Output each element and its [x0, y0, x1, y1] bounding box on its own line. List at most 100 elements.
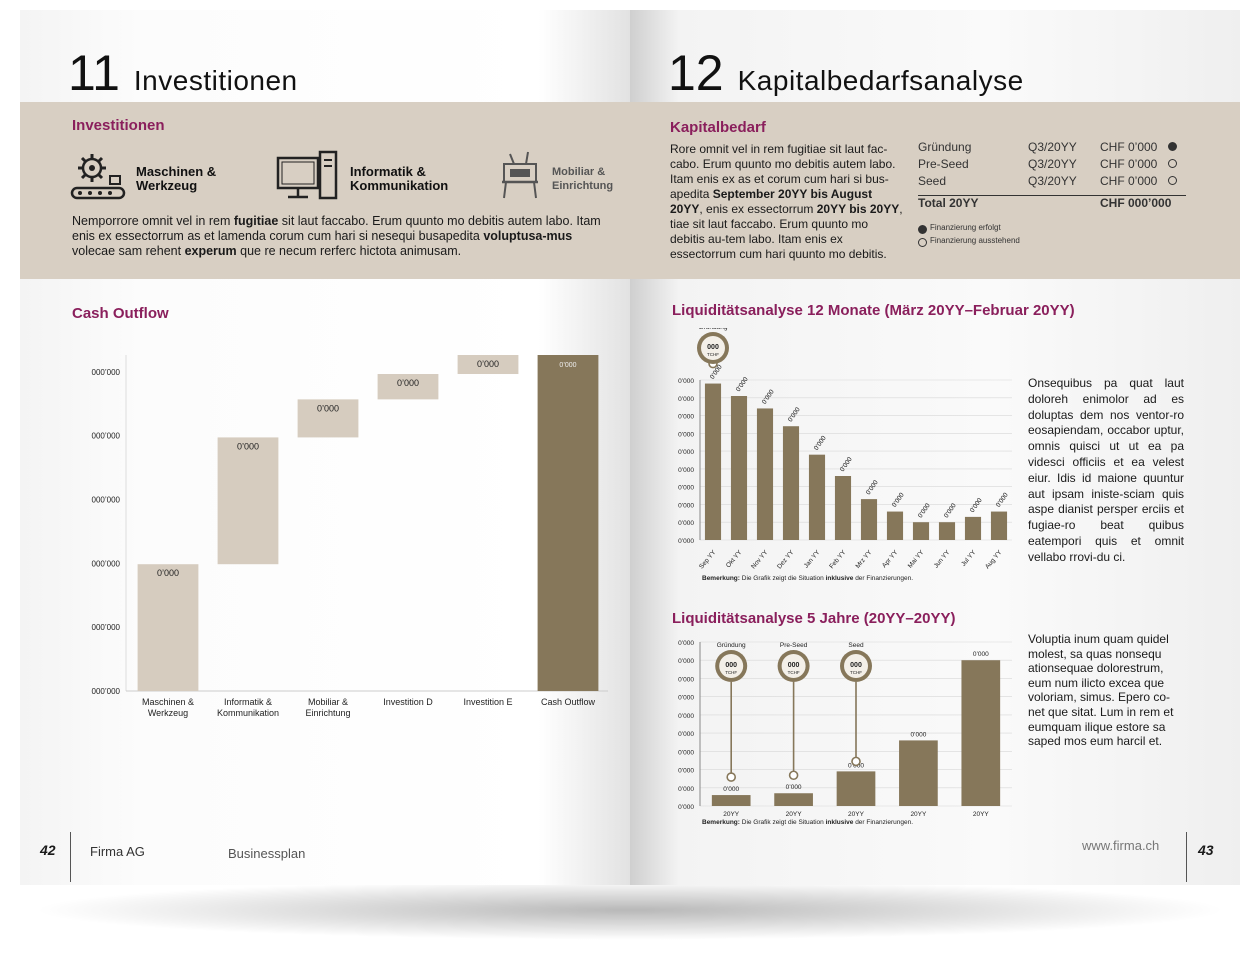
y-tick-label: 0’000: [678, 467, 694, 474]
data-label: 0’000: [723, 786, 739, 793]
table-total-row: Total 20YY CHF 000’000: [918, 195, 1186, 215]
text-run: , enis ex essectorrum: [699, 202, 817, 216]
icon-item-furniture: Mobiliar & Einrichtung: [498, 150, 613, 207]
y-tick-label: 0’000: [678, 485, 694, 492]
table-row: Seed Q3/20YY CHF 0’000: [918, 174, 1186, 191]
x-tick-label: Dez YY: [776, 549, 796, 571]
pin-unit: TCHF: [707, 352, 719, 357]
data-label: 0’000: [891, 491, 906, 508]
empty-circle-icon: [1168, 159, 1177, 168]
pin-badge-inner: [719, 654, 744, 678]
note-suffix: der Finanzierungen.: [853, 819, 913, 826]
bar-chart-svg: 0’000 0’000 0’000 0’000 0’000 0’000 0’000 0’000…: [678, 324, 1012, 582]
x-tick-label: 20YY: [786, 811, 803, 818]
bar: [808, 454, 826, 540]
pin-end-icon: [788, 770, 799, 781]
waterfall-bar: [377, 374, 439, 400]
bar: [730, 396, 748, 540]
x-tick-label: Kommunikation: [217, 708, 279, 718]
section-title: Investitionen: [72, 117, 165, 134]
bar-chart-svg: 0’000 0’000 0’000 0’000 0’000 0’000 0’000 0’000…: [678, 640, 1012, 826]
y-tick-label: 0’000: [678, 695, 694, 702]
chapter-title: Kapitalbedarfsanalyse: [737, 65, 1024, 96]
cash-outflow-chart: 000’000 000’000 000’000 000’000 000’000 000’0…: [60, 335, 620, 725]
bar: [704, 383, 722, 540]
icon-item-machines: Maschinen & Werkzeug: [70, 150, 216, 207]
pin-end-icon: [851, 756, 861, 767]
pin-value: 000: [788, 662, 800, 669]
bold-text: fugitiae: [233, 214, 279, 228]
investment-icons: Maschinen & Werkzeug Informatik & Kommunik…: [70, 150, 630, 210]
data-label: 0’000: [735, 376, 750, 393]
waterfall-bar: [297, 399, 359, 438]
y-tick-label: 0’000: [678, 520, 694, 527]
furniture-icon: [498, 150, 542, 207]
y-tick-label: 0’000: [678, 431, 694, 438]
y-tick-label: 000’000: [92, 495, 121, 504]
waterfall-bar: [457, 355, 519, 375]
icon-label: Maschinen & Werkzeug: [136, 163, 217, 193]
data-label: 0’000: [839, 456, 854, 473]
gear-conveyor-icon: [70, 150, 126, 207]
bar: [899, 740, 938, 806]
table-row: Pre-Seed Q3/20YY CHF 0’000: [918, 157, 1186, 174]
x-tick-label: Jun YY: [933, 549, 952, 570]
data-label: 0’000: [995, 491, 1010, 508]
text-run: Rore omnit vel in rem fugitiae sit laut …: [670, 142, 896, 201]
x-tick-label: Mobiliar &: [308, 697, 348, 707]
note-prefix: Bemerkung:: [702, 819, 740, 826]
pin-badge-inner: [844, 654, 868, 678]
x-tick-label: Maschinen &: [142, 697, 194, 707]
website: www.firma.ch: [1082, 838, 1160, 853]
legend-done: Finanzierung erfolgt: [918, 223, 1186, 236]
y-tick-label: 000’000: [92, 368, 121, 377]
text-run: Nemporrore omnit vel in rem: [72, 214, 234, 228]
pin-end-icon: [726, 772, 736, 782]
y-tick-label: 0’000: [678, 396, 694, 403]
y-tick-label: 0’000: [678, 676, 694, 683]
text-run: , tiae sit laut faccabo. Erum quunto mo …: [670, 202, 903, 261]
note-bold: inklusive: [826, 575, 854, 582]
y-tick-label: 0’000: [678, 502, 694, 509]
x-tick-label: Cash Outflow: [541, 697, 596, 707]
text-run: volecae sam rehent: [72, 244, 185, 258]
data-label: 0’000: [761, 388, 776, 405]
intro-band: Investitionen: [20, 102, 630, 279]
footer-divider: [1186, 832, 1187, 882]
y-tick-label: 000’000: [92, 432, 121, 441]
bar: [834, 476, 852, 540]
bar: [964, 516, 982, 540]
liq5-text: Voluptia inum quam quidel molest, sa qua…: [1028, 632, 1174, 749]
x-tick-label: 20YY: [910, 811, 927, 818]
x-tick-label: 20YY: [723, 811, 740, 818]
check-circle-icon: [918, 225, 927, 234]
x-tick-label: Sep YY: [698, 549, 718, 571]
pin-unit: TCHF: [850, 670, 862, 675]
x-tick-label: 20YY: [848, 811, 865, 818]
right-page: 12 Kapitalbedarfsanalyse Kapitalbedarf R…: [630, 10, 1240, 885]
capital-paragraph: Rore omnit vel in rem fugitiae sit laut …: [670, 142, 904, 262]
pin-value: 000: [850, 662, 862, 669]
page-number-right: 43: [1198, 842, 1214, 858]
empty-circle-icon: [1168, 176, 1177, 185]
document-name: Businessplan: [228, 846, 306, 861]
bold-text: 20YY bis 20YY: [816, 202, 900, 216]
liq5-chart: 0’000 0’000 0’000 0’000 0’000 0’000 0’000 0’000…: [660, 636, 1020, 831]
bar: [860, 499, 878, 540]
y-tick-label: 0’000: [678, 640, 694, 647]
computer-icon: [276, 150, 340, 207]
pin-label: Pre-Seed: [780, 642, 808, 649]
chapter-heading-left: 11 Investitionen: [68, 44, 298, 102]
pin-badge-inner: [701, 336, 725, 360]
y-tick-label: 0’000: [678, 804, 694, 811]
liq12-title: Liquiditätsanalyse 12 Monate (März 20YY–…: [672, 302, 1075, 319]
x-tick-label: Jul YY: [960, 549, 978, 568]
y-tick-label: 0’000: [678, 731, 694, 738]
intro-band: Kapitalbedarf: [630, 102, 1240, 279]
table-row: Gründung Q3/20YY CHF 0’000: [918, 140, 1186, 157]
bar: [782, 426, 800, 540]
text-run: sit laut faccabo. Erum quunto mo debitis…: [72, 214, 601, 243]
bar: [961, 660, 1001, 806]
pin-unit: TCHF: [725, 670, 737, 675]
waterfall-bar: [217, 437, 279, 565]
